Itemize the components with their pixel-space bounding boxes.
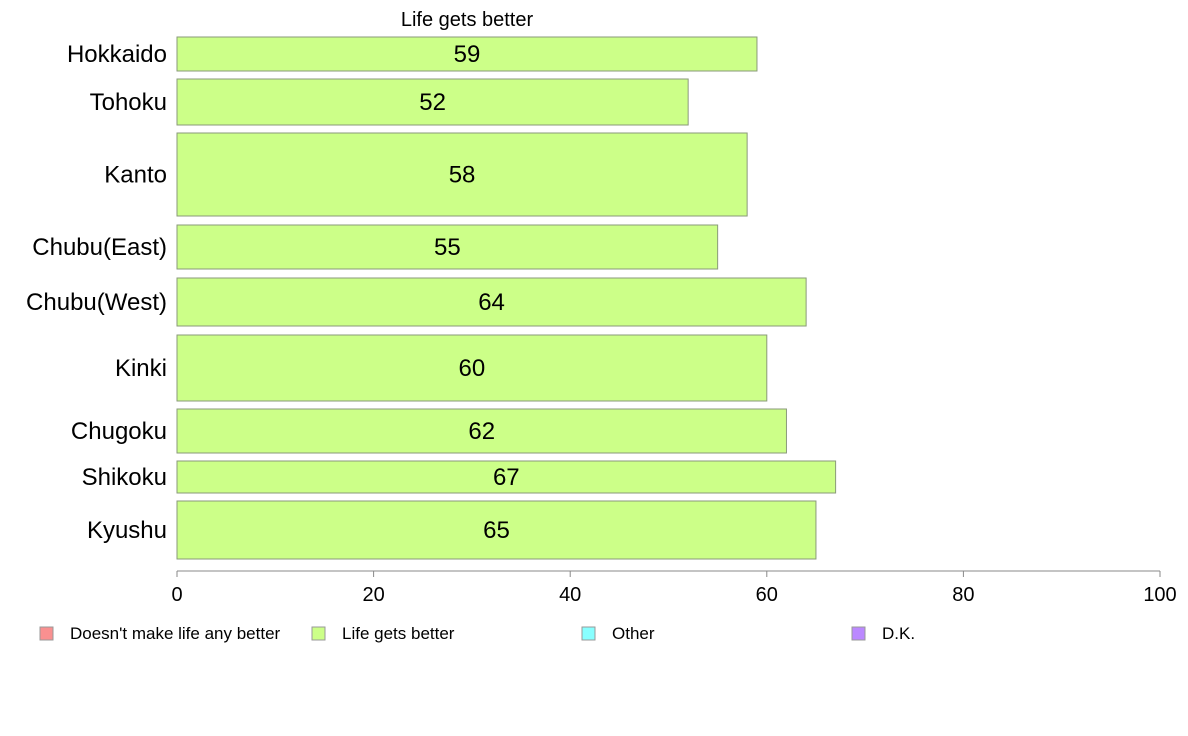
x-tick-label: 80	[952, 584, 974, 606]
legend-label: Other	[612, 624, 655, 643]
value-label: 58	[449, 162, 476, 189]
category-label: Chugoku	[71, 418, 167, 445]
bar-tohoku	[176, 78, 689, 126]
bar-kinki	[176, 334, 768, 402]
value-label: 67	[493, 464, 520, 491]
x-tick-label: 60	[756, 584, 778, 606]
value-label: 55	[434, 234, 461, 261]
bar-kyushu	[176, 500, 817, 560]
bar-chugoku	[176, 408, 787, 454]
value-label: 60	[459, 355, 486, 382]
x-tick-label: 40	[559, 584, 581, 606]
value-label: 59	[454, 41, 481, 68]
legend-label: D.K.	[882, 624, 915, 643]
value-label: 62	[468, 418, 495, 445]
x-axis: 0 20 40 60 80 100	[171, 570, 1177, 606]
category-label: Chubu(East)	[32, 234, 167, 261]
x-tick-label: 100	[1143, 584, 1176, 606]
legend-label: Life gets better	[342, 624, 455, 643]
bar-hokkaido	[176, 36, 758, 72]
bars-group: Hokkaido 59 Tohoku 52 Kanto 58 Chubu(East) 55 Ch…	[26, 36, 837, 560]
legend: Doesn't make life any better Life gets be…	[39, 624, 915, 643]
value-label: 52	[419, 89, 446, 116]
bar-chubu-east-	[176, 224, 719, 270]
category-label: Kinki	[115, 355, 167, 382]
x-tick-label: 0	[171, 584, 182, 606]
category-label: Kanto	[104, 162, 167, 189]
legend-label: Doesn't make life any better	[70, 624, 281, 643]
category-label: Tohoku	[90, 89, 167, 116]
bar-shikoku	[176, 460, 837, 494]
legend-swatch	[851, 626, 866, 641]
category-label: Hokkaido	[67, 41, 167, 68]
legend-swatch	[311, 626, 326, 641]
value-label: 65	[483, 517, 510, 544]
chart-title: Life gets better	[401, 9, 534, 31]
category-label: Shikoku	[82, 464, 167, 491]
x-tick-label: 20	[362, 584, 384, 606]
value-label: 64	[478, 289, 505, 316]
bar-chubu-west-	[176, 277, 807, 327]
legend-swatch	[39, 626, 54, 641]
bar-kanto	[176, 132, 748, 217]
category-label: Chubu(West)	[26, 289, 167, 316]
category-label: Kyushu	[87, 517, 167, 544]
legend-swatch	[581, 626, 596, 641]
